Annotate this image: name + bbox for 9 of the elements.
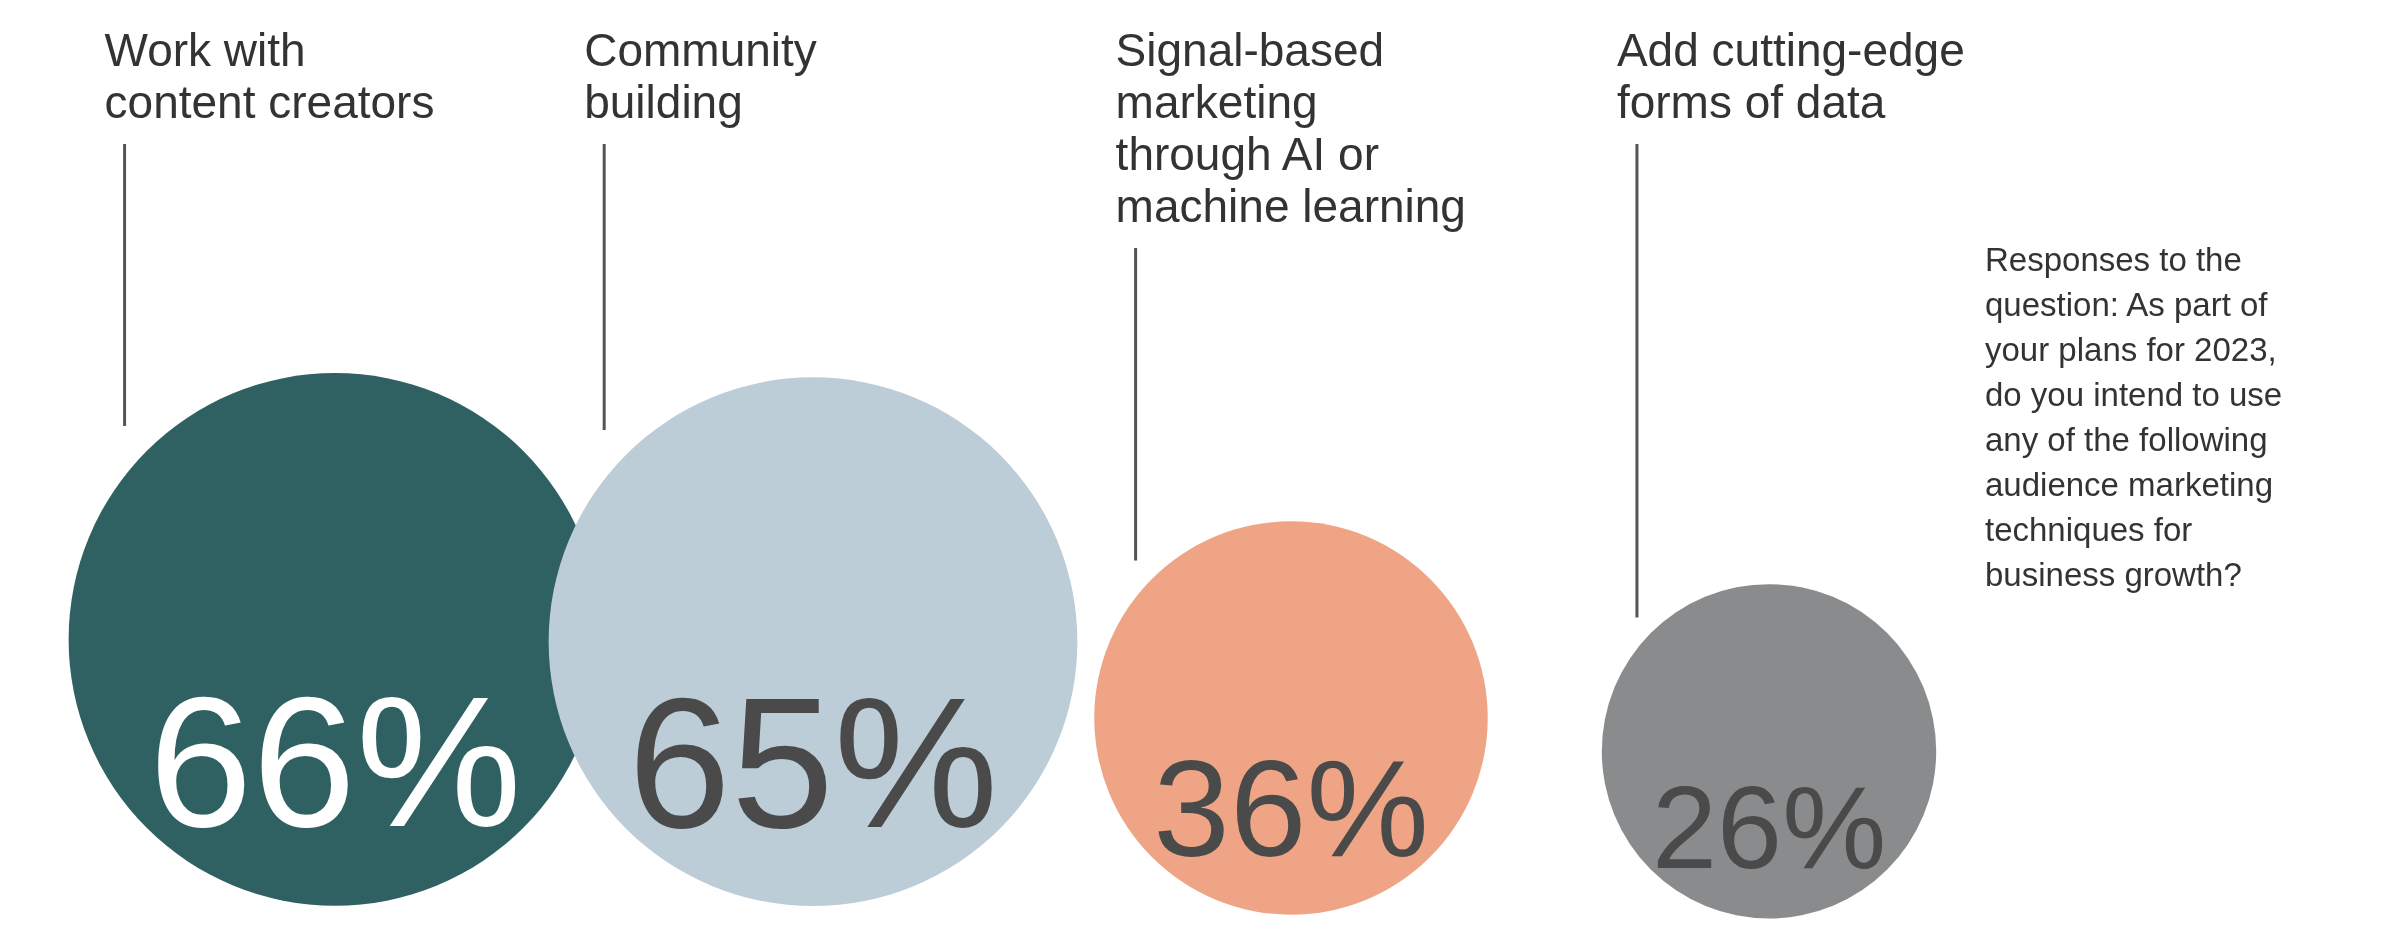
- data-label: 26%: [1652, 762, 1887, 894]
- data-label: 65%: [628, 659, 999, 866]
- data-label: 36%: [1153, 730, 1429, 885]
- data-label: 66%: [148, 656, 522, 865]
- category-label: Add cutting-edge forms of data: [1616, 24, 1965, 128]
- category-label: Work with content creators: [104, 24, 435, 128]
- category-label: Community building: [584, 24, 817, 128]
- text: Responses to the question: As part of your plans for 2023, do you intend to use any of the following audience marketing techniques for business growth?: [1985, 241, 2283, 593]
- category-label: Signal-based marketing through AI or machine learning: [1115, 24, 1466, 232]
